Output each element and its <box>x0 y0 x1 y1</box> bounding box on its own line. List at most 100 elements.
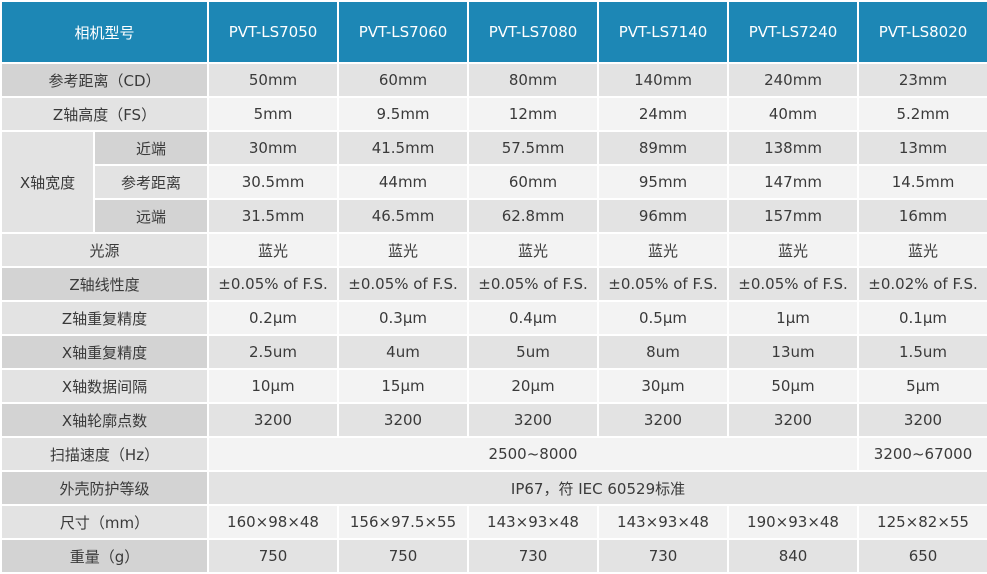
model-header: PVT-LS7080 <box>467 0 600 64</box>
table-cell: 143×93×48 <box>597 504 730 540</box>
table-cell: 60mm <box>467 164 600 200</box>
table-cell: 157mm <box>727 198 860 234</box>
table-cell: 89mm <box>597 130 730 166</box>
table-cell: 5.2mm <box>857 96 987 132</box>
table-cell: 1.5um <box>857 334 987 370</box>
row-label: 外壳防护等级 <box>0 470 210 506</box>
table-cell: 5μm <box>857 368 987 404</box>
table-cell: 1μm <box>727 300 860 336</box>
row-label: 重量（g） <box>0 538 210 574</box>
table-cell: 0.4μm <box>467 300 600 336</box>
table-row: Z轴重复精度 0.2μm 0.3μm 0.4μm 0.5μm 1μm 0.1μm <box>0 300 987 336</box>
table-cell: 4um <box>337 334 470 370</box>
table-cell: 30.5mm <box>207 164 340 200</box>
table-cell: 46.5mm <box>337 198 470 234</box>
table-cell: 8um <box>597 334 730 370</box>
table-cell: 50mm <box>207 62 340 98</box>
row-label: Z轴线性度 <box>0 266 210 302</box>
table-cell: 3200~67000 <box>857 436 987 472</box>
row-label: X轴数据间隔 <box>0 368 210 404</box>
table-cell: 蓝光 <box>727 232 860 268</box>
table-cell: 840 <box>727 538 860 574</box>
table-cell: ±0.05% of F.S. <box>337 266 470 302</box>
table-cell: 30mm <box>207 130 340 166</box>
table-cell: 13mm <box>857 130 987 166</box>
row-sublabel: 近端 <box>92 130 210 166</box>
header-label: 相机型号 <box>0 0 210 64</box>
table-row: 扫描速度（Hz） 2500~8000 3200~67000 <box>0 436 987 472</box>
model-header: PVT-LS8020 <box>857 0 987 64</box>
table-cell: 50μm <box>727 368 860 404</box>
model-header: PVT-LS7050 <box>207 0 340 64</box>
table-cell: 160×98×48 <box>207 504 340 540</box>
table-row: 光源 蓝光 蓝光 蓝光 蓝光 蓝光 蓝光 <box>0 232 987 268</box>
table-row: 重量（g） 750 750 730 730 840 650 <box>0 538 987 574</box>
model-header: PVT-LS7060 <box>337 0 470 64</box>
table-cell: ±0.05% of F.S. <box>467 266 600 302</box>
table-cell: 57.5mm <box>467 130 600 166</box>
table-row: X轴数据间隔 10μm 15μm 20μm 30μm 50μm 5μm <box>0 368 987 404</box>
table-cell: 156×97.5×55 <box>337 504 470 540</box>
table-cell: 125×82×55 <box>857 504 987 540</box>
table-cell: 23mm <box>857 62 987 98</box>
table-cell: 3200 <box>597 402 730 438</box>
table-cell: 0.2μm <box>207 300 340 336</box>
row-label: 尺寸（mm） <box>0 504 210 540</box>
table-cell: 2.5um <box>207 334 340 370</box>
table-cell: 16mm <box>857 198 987 234</box>
table-cell: 15μm <box>337 368 470 404</box>
table-cell: 3200 <box>207 402 340 438</box>
table-cell: 62.8mm <box>467 198 600 234</box>
row-label: 光源 <box>0 232 210 268</box>
table-cell: 3200 <box>857 402 987 438</box>
table-row: 参考距离（CD） 50mm 60mm 80mm 140mm 240mm 23mm <box>0 62 987 98</box>
table-cell: 44mm <box>337 164 470 200</box>
table-cell: 750 <box>337 538 470 574</box>
table-cell: 96mm <box>597 198 730 234</box>
table-row: 参考距离 30.5mm 44mm 60mm 95mm 147mm 14.5mm <box>1 164 987 200</box>
table-row: Z轴线性度 ±0.05% of F.S. ±0.05% of F.S. ±0.0… <box>0 266 987 302</box>
row-label: Z轴高度（FS） <box>0 96 210 132</box>
table-cell: 蓝光 <box>597 232 730 268</box>
table-cell: ±0.02% of F.S. <box>857 266 987 302</box>
table-row: 尺寸（mm） 160×98×48 156×97.5×55 143×93×48 1… <box>0 504 987 540</box>
model-header: PVT-LS7240 <box>727 0 860 64</box>
table-cell: 5mm <box>207 96 340 132</box>
table-cell: 0.5μm <box>597 300 730 336</box>
row-sublabel: 远端 <box>92 198 210 234</box>
table-cell: 80mm <box>467 62 600 98</box>
table-row: Z轴高度（FS） 5mm 9.5mm 12mm 24mm 40mm 5.2mm <box>0 96 987 132</box>
table-cell: 蓝光 <box>857 232 987 268</box>
table-cell: 40mm <box>727 96 860 132</box>
table-cell: 31.5mm <box>207 198 340 234</box>
table-cell: 3200 <box>337 402 470 438</box>
table-cell: 730 <box>597 538 730 574</box>
row-label: Z轴重复精度 <box>0 300 210 336</box>
table-cell: 0.1μm <box>857 300 987 336</box>
table-cell: 14.5mm <box>857 164 987 200</box>
merged-cell: 2500~8000 <box>207 436 860 472</box>
table-cell: 143×93×48 <box>467 504 600 540</box>
table-cell: 730 <box>467 538 600 574</box>
merged-cell: IP67，符 IEC 60529标准 <box>207 470 987 506</box>
table-cell: 750 <box>207 538 340 574</box>
table-cell: 9.5mm <box>337 96 470 132</box>
row-sublabel: 参考距离 <box>92 164 210 200</box>
row-label: X轴轮廓点数 <box>0 402 210 438</box>
table-cell: 5um <box>467 334 600 370</box>
table-cell: 0.3μm <box>337 300 470 336</box>
table-cell: 650 <box>857 538 987 574</box>
table-cell: 3200 <box>467 402 600 438</box>
table-cell: 10μm <box>207 368 340 404</box>
table-cell: 41.5mm <box>337 130 470 166</box>
table-row: 外壳防护等级 IP67，符 IEC 60529标准 <box>0 470 987 506</box>
table-cell: 240mm <box>727 62 860 98</box>
row-group-label: X轴宽度 <box>0 130 95 234</box>
table-cell: 13um <box>727 334 860 370</box>
table-row: X轴重复精度 2.5um 4um 5um 8um 13um 1.5um <box>0 334 987 370</box>
table-cell: 12mm <box>467 96 600 132</box>
table-cell: ±0.05% of F.S. <box>727 266 860 302</box>
table-cell: 190×93×48 <box>727 504 860 540</box>
row-label: 参考距离（CD） <box>0 62 210 98</box>
